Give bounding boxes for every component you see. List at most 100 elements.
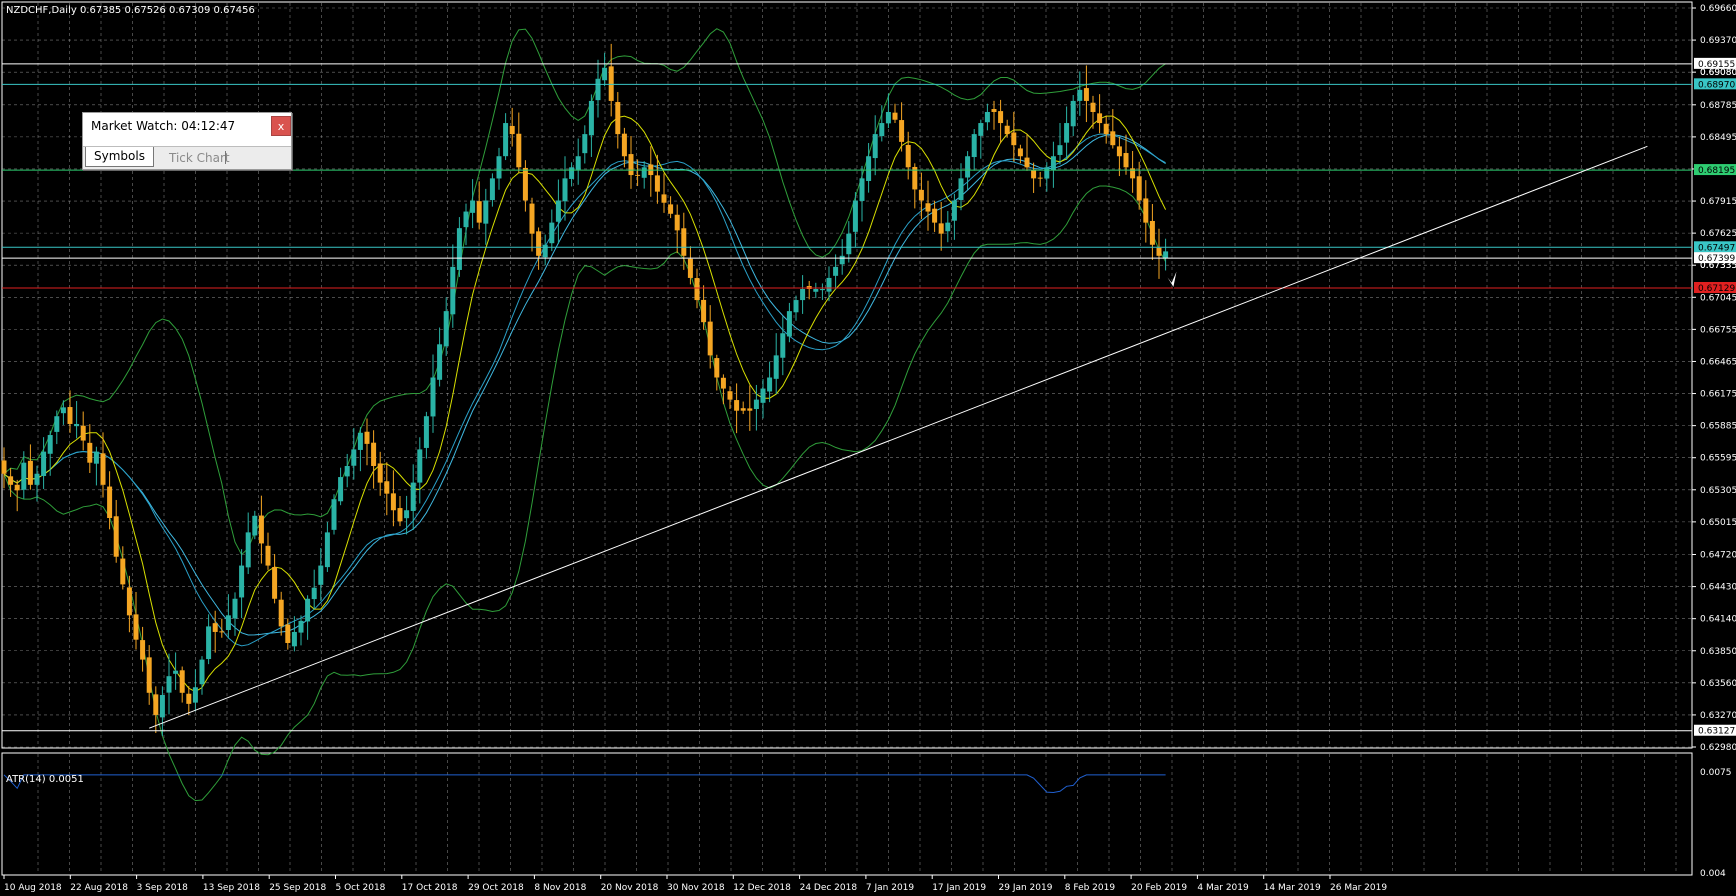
price-tick-label: 0.62980 [1700,743,1736,753]
candle-body [641,167,647,178]
candle-body [542,244,548,258]
candle [839,239,845,275]
candle-body [905,144,911,168]
candle [1050,141,1056,188]
candle [1123,134,1129,175]
date-tick-label: 22 Aug 2018 [70,883,128,893]
candle [278,591,284,636]
candle-body [1136,176,1142,201]
candle-body [463,211,469,228]
candle [958,163,964,211]
candle-body [701,299,707,323]
candle-body [489,178,495,201]
candle-body [1004,125,1010,135]
candle-body [87,442,93,463]
candle [1083,65,1089,123]
candle [113,499,119,563]
candle [351,428,357,480]
candle [945,211,951,243]
candle [899,102,905,152]
candle-body [60,407,66,414]
level-label-text: 0.67399 [1698,254,1735,264]
price-tick-label: 0.65595 [1700,454,1736,464]
candle [1,447,7,489]
candle-body [21,462,27,490]
price-tick-label: 0.66175 [1700,390,1736,400]
candle-body [377,463,383,483]
date-tick-label: 8 Nov 2018 [534,883,586,893]
candle-body [1083,88,1089,101]
price-tick-label: 0.64430 [1700,583,1736,593]
date-tick-label: 8 Feb 2019 [1065,883,1116,893]
candle-body [456,228,462,270]
candle [470,179,476,229]
candle-body [192,687,198,703]
candle [80,411,86,451]
candle [800,275,806,314]
candle-body [67,407,73,424]
candle-body [34,473,40,485]
candle-body [133,614,139,640]
candle-body [813,288,819,292]
candle-body [714,358,720,378]
price-tick-label: 0.67335 [1700,261,1736,271]
candle [258,495,264,564]
candle [476,181,482,230]
candle [1163,238,1169,271]
candle-body [1077,89,1083,101]
candle-body [899,120,905,142]
price-tick-label: 0.68785 [1700,101,1736,111]
close-button[interactable]: x [271,116,291,136]
candle-body [364,431,370,444]
candle-body [450,266,456,315]
candle-body [1017,148,1023,157]
candle-body [773,355,779,379]
candle [1017,144,1023,164]
candle-body [285,624,291,644]
candle [437,327,443,387]
price-tick-label: 0.65885 [1700,422,1736,432]
candle-body [826,277,832,292]
candle [410,464,416,530]
candle [41,437,47,490]
market-watch-panel[interactable]: Market Watch: 04:12:47 x Symbols Tick Ch… [82,112,292,170]
candle-body [265,545,271,566]
date-tick-label: 29 Oct 2018 [468,883,524,893]
candle-body [562,178,568,202]
candle-body [681,228,687,256]
candle [34,465,40,502]
candle-body [938,223,944,234]
candle [582,125,588,164]
candle-body [173,670,179,674]
candle [192,669,198,712]
ma-mid [3,133,1166,647]
candle-body [668,204,674,214]
candle [984,103,990,131]
candle-body [186,693,192,704]
candle [305,595,311,640]
candle [740,401,746,415]
candle-body [839,255,845,265]
tab-symbols[interactable]: Symbols [85,147,154,167]
tab-tick-chart[interactable]: Tick Chart [169,151,230,165]
candle-body [536,231,542,256]
date-tick-label: 26 Mar 2019 [1330,883,1387,893]
candle [93,446,99,486]
candle [357,427,363,472]
candle [1044,162,1050,192]
candle [872,115,878,176]
candle [879,105,885,142]
candle [159,686,165,736]
candle-body [734,400,740,411]
candle [423,411,429,459]
candle [635,159,641,187]
candle [225,594,231,639]
candle [734,383,740,434]
candle-body [800,288,806,301]
candle-body [767,377,773,392]
candle [522,160,528,212]
price-tick-label: 0.66465 [1700,357,1736,367]
candle [892,103,898,124]
candle-body [305,598,311,622]
